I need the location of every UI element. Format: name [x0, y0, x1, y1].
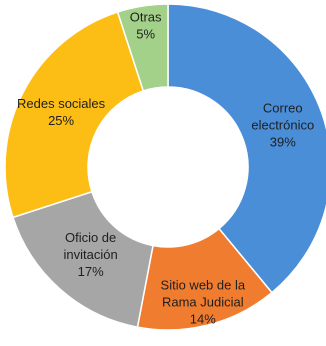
value-label: 25% [48, 113, 74, 128]
label-otras: Otras 5% [130, 9, 162, 41]
slice-oficio-de-invitacion [12, 190, 154, 328]
category-label: Oficio de invitación [64, 230, 118, 262]
value-label: 5% [136, 26, 155, 41]
category-label: Correo electrónico [251, 101, 314, 133]
value-label: 17% [78, 264, 104, 279]
label-redes-sociales: Redes sociales 25% [17, 96, 106, 128]
labels-group: Correo electrónico 39% Sitio web de la Rama … [17, 9, 314, 326]
slice-correo-electronico [167, 3, 326, 294]
value-label: 39% [270, 135, 296, 150]
label-correo-electronico: Correo electrónico 39% [251, 101, 314, 150]
label-sitio-web-de-la-rama-judicial: Sitio web de la Rama Judicial 14% [161, 278, 246, 327]
category-label: Redes sociales [17, 96, 106, 111]
slice-redes-sociales [4, 11, 145, 219]
category-label: Otras [130, 9, 162, 24]
slice-otras [116, 3, 169, 92]
category-label: Sitio web de la Rama Judicial [161, 278, 246, 310]
value-label: 14% [190, 312, 216, 327]
slices-group [4, 3, 326, 331]
label-oficio-de-invitacion: Oficio de invitación 17% [64, 230, 118, 279]
